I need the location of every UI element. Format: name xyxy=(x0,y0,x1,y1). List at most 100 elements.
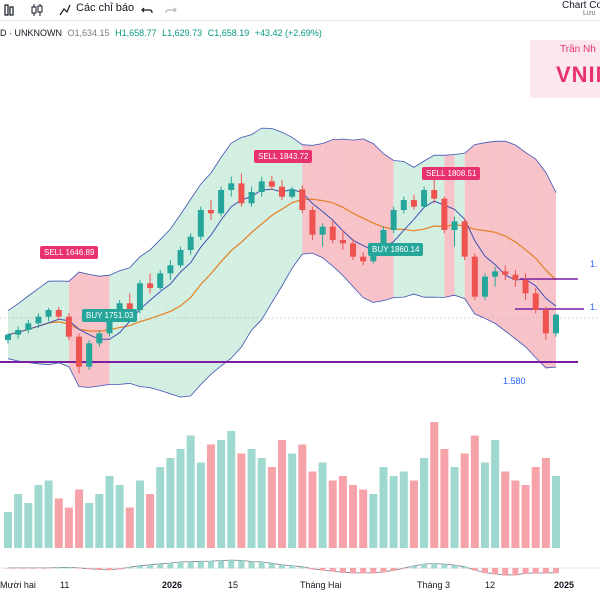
oscillator-bar xyxy=(512,568,519,576)
candle-body xyxy=(319,226,326,235)
volume-bar xyxy=(156,467,165,548)
x-axis-label: 2026 xyxy=(162,580,183,590)
candle-body xyxy=(279,186,285,197)
candle-body xyxy=(390,210,397,230)
oscillator-bar xyxy=(96,568,103,570)
oscillator-bar xyxy=(522,568,529,574)
band-segment xyxy=(58,281,69,367)
oscillator-bar xyxy=(268,563,275,569)
volume-bar xyxy=(318,462,327,548)
candle-body xyxy=(147,283,154,288)
band-segment xyxy=(363,138,374,303)
oscillator-bar xyxy=(350,568,357,574)
band-segment xyxy=(241,134,252,347)
candle-body xyxy=(299,189,306,210)
oscillator-bar xyxy=(553,568,559,574)
oscillator-bar xyxy=(136,565,143,569)
chart-compare-label[interactable]: Chart Co xyxy=(562,0,600,11)
x-axis-label: 15 xyxy=(228,580,239,590)
volume-bar xyxy=(257,458,266,548)
candle-body xyxy=(471,256,478,297)
candle-body xyxy=(410,200,417,207)
oscillator-bar xyxy=(25,568,32,569)
volume-bar xyxy=(135,480,144,548)
compare-icon[interactable] xyxy=(4,3,18,17)
band-segment xyxy=(342,139,354,287)
volume-bar xyxy=(338,476,347,548)
candle-body xyxy=(197,210,204,237)
band-segment xyxy=(160,229,171,394)
candle-body xyxy=(5,334,11,340)
volume-bar xyxy=(440,449,449,548)
candle-body xyxy=(502,271,509,275)
band-segment xyxy=(89,274,100,388)
open-value: O1,634.15 xyxy=(67,28,110,38)
low-value: L1,629.73 xyxy=(162,28,203,38)
oscillator-bar xyxy=(329,568,336,572)
volume-bar xyxy=(278,440,286,548)
candle-body xyxy=(360,256,367,262)
volume-bar xyxy=(146,494,155,548)
indicators-icon[interactable] xyxy=(58,3,72,17)
undo-icon[interactable] xyxy=(140,3,154,17)
redo-icon[interactable] xyxy=(164,3,178,17)
oscillator-bar xyxy=(116,568,123,570)
oscillator-bar xyxy=(471,568,478,571)
volume-bar xyxy=(176,449,185,548)
candle-body xyxy=(136,283,143,310)
oscillator-bar xyxy=(279,564,285,569)
oscillator-bar xyxy=(228,560,235,569)
band-segment xyxy=(535,158,546,368)
candle-body xyxy=(329,226,336,240)
candle-style-icon[interactable] xyxy=(30,3,44,17)
oscillator-bar xyxy=(370,568,377,574)
volume-bar xyxy=(85,503,94,548)
volume-bar xyxy=(359,489,368,548)
oscillator-bar xyxy=(187,561,194,569)
band-segment xyxy=(119,267,130,385)
band-segment xyxy=(383,153,394,301)
x-axis-label: Tháng 3 xyxy=(417,580,451,590)
volume-bar xyxy=(480,462,489,548)
candle-body xyxy=(65,316,72,337)
buy-signal-badge[interactable]: BUY 1860.14 xyxy=(368,243,424,256)
volume-bar xyxy=(95,494,104,548)
indicators-button[interactable]: Các chỉ báo xyxy=(76,2,135,14)
candle-body xyxy=(248,192,255,204)
high-value: H1,658.77 xyxy=(115,28,157,38)
oscillator-bar xyxy=(532,568,539,574)
sell-signal-badge[interactable]: SELL 1646.89 xyxy=(40,246,99,259)
candle-body xyxy=(218,190,225,214)
candle-body xyxy=(441,198,448,230)
oscillator-bar xyxy=(451,565,458,569)
oscillator-bar xyxy=(55,567,62,569)
sell-signal-badge[interactable]: SELL 1843.72 xyxy=(254,150,313,163)
change-value: +43.42 (+2.69%) xyxy=(254,28,322,38)
volume-bar xyxy=(288,453,297,548)
lower-band-line xyxy=(7,252,557,398)
buy-signal-badge[interactable]: BUY 1751.03 xyxy=(82,309,138,322)
oscillator-bar xyxy=(542,568,549,574)
oscillator-bar xyxy=(65,567,72,569)
volume-bar xyxy=(115,485,124,548)
sell-signal-badge[interactable]: SELL 1808.51 xyxy=(422,167,481,180)
band-segment xyxy=(525,152,536,358)
volume-bar xyxy=(460,453,469,548)
oscillator-bar xyxy=(15,568,22,569)
candle-body xyxy=(431,190,438,199)
candle-body xyxy=(76,336,83,367)
volume-bar xyxy=(54,498,63,548)
candle-body xyxy=(481,276,488,297)
oscillator-bar xyxy=(492,568,499,575)
band-segment xyxy=(99,275,110,387)
candle-body xyxy=(35,316,42,324)
volume-bar xyxy=(541,458,550,548)
candle-body xyxy=(45,310,52,317)
symbol-label[interactable]: D · UNKNOWN xyxy=(0,28,62,38)
oscillator-bar xyxy=(461,566,468,569)
volume-bar xyxy=(521,485,530,548)
candle-body xyxy=(451,221,458,230)
oscillator-bar xyxy=(502,568,509,576)
volume-bar xyxy=(105,476,114,548)
